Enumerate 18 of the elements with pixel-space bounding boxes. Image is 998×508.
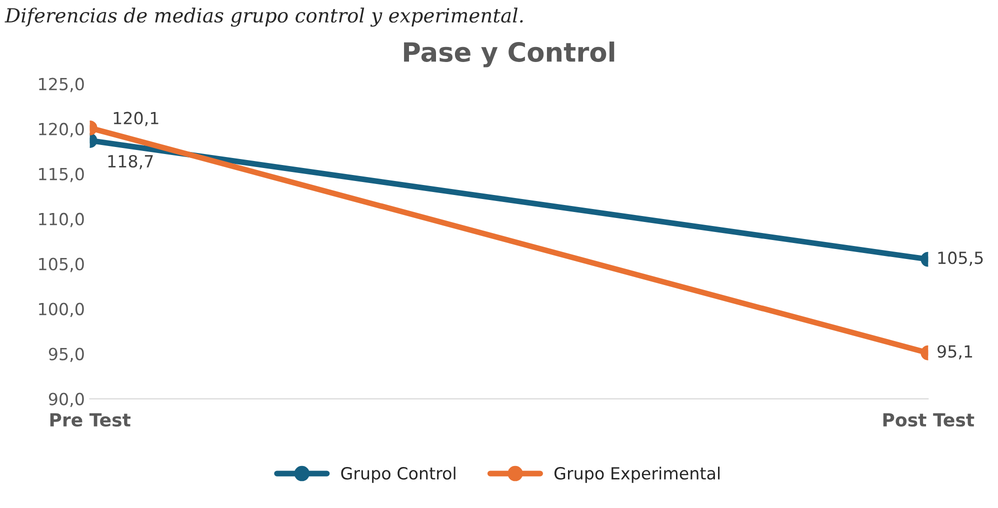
x-tick-label: Post Test (883, 413, 974, 427)
y-tick-label: 115,0 (39, 168, 84, 182)
y-tick-label: 120,0 (39, 122, 84, 138)
x-tick-label: Pre Test (50, 413, 131, 427)
y-tick-label: 105,0 (39, 258, 84, 272)
y-tick-label: 100,0 (39, 302, 84, 318)
legend-label: Grupo Experimental (554, 466, 720, 483)
y-tick-label: 110,0 (39, 212, 84, 228)
y-tick-label: 125,0 (39, 78, 84, 92)
y-tick-label: 95,0 (48, 348, 84, 362)
y-tick-label: 90,0 (48, 392, 84, 408)
legend-label: Grupo Control (341, 466, 456, 483)
chart-title: Pase y Control (404, 42, 614, 68)
data-label: 105,5 (938, 252, 983, 266)
text: Diferencias de medias grupo control y experimental. (4, 8, 523, 27)
data-label: 118,7 (108, 154, 153, 170)
data-label: 120,1 (114, 112, 158, 126)
data-label: 95,1 (938, 345, 972, 360)
